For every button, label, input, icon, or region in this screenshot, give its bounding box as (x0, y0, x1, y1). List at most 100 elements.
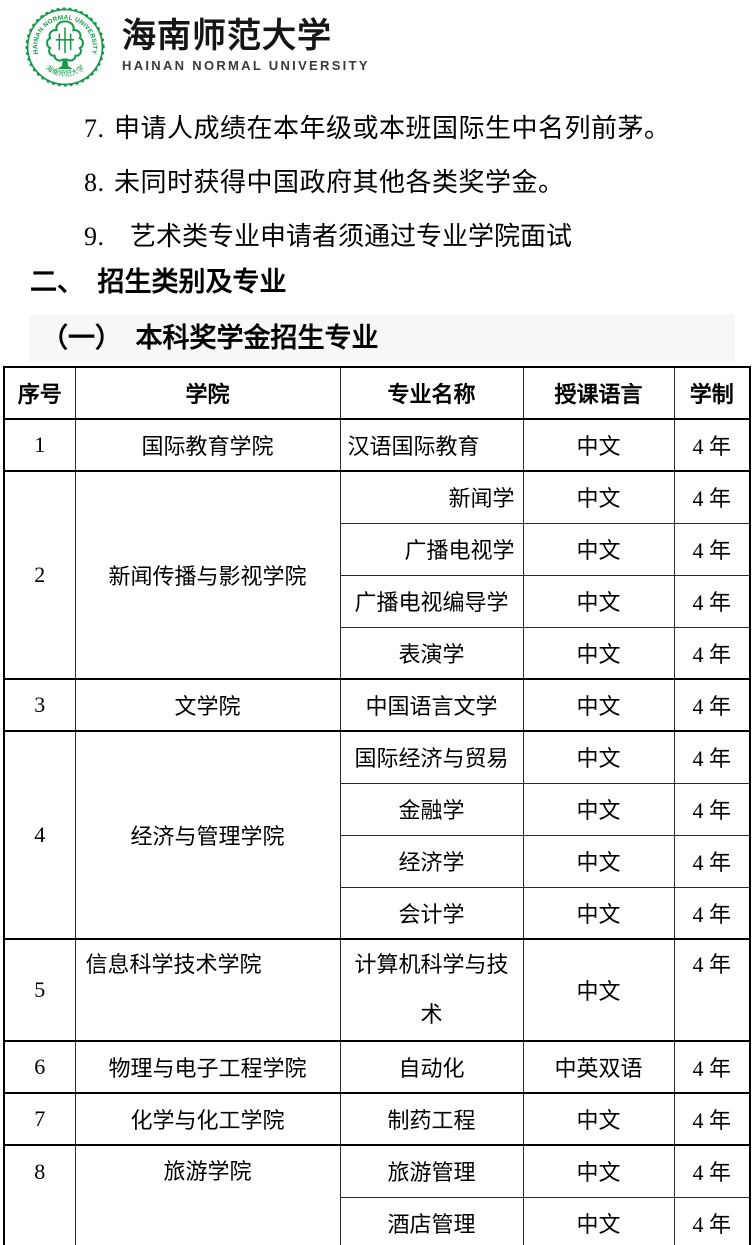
duration-cell: 4 年 (673, 1040, 751, 1094)
language-cell: 中文 (522, 938, 675, 1042)
major-cell: 酒店管理 (339, 1196, 524, 1245)
major-cell: 会计学 (339, 886, 524, 940)
college-cell: 文学院 (74, 678, 341, 732)
language-cell: 中文 (522, 626, 675, 680)
duration-cell: 4 年 (673, 1144, 751, 1198)
row-number-cell: 5 (3, 938, 76, 1042)
list-item-text: 申请人成绩在本年级或本班国际生中名列前茅。 (114, 114, 671, 143)
row-number-cell: 1 (3, 418, 76, 472)
duration-cell: 4 年 (673, 574, 751, 628)
table-row: 表演学 中文 4 年 (4, 626, 751, 680)
col-header-major: 专业名称 (339, 366, 524, 420)
major-cell: 广播电视学 (339, 522, 524, 576)
table-row: 4 经济与管理学院 国际经济与贸易 中文 4 年 (3, 730, 751, 940)
duration-cell: 4 年 (673, 1196, 751, 1245)
language-cell: 中文 (522, 730, 675, 784)
language-cell: 中文 (522, 678, 675, 732)
major-cell: 计算机科学与技术 (339, 938, 524, 1042)
duration-cell: 4 年 (673, 418, 751, 472)
college-cell: 化学与化工学院 (74, 1092, 341, 1146)
row-number-cell: 8 (3, 1144, 76, 1245)
list-item-number: 9. (84, 222, 105, 251)
language-cell: 中英双语 (522, 1040, 675, 1094)
college-cell: 新闻传播与影视学院 (74, 470, 341, 680)
col-header-no: 序号 (3, 366, 76, 420)
language-cell: 中文 (522, 782, 675, 836)
row-number-cell: 4 (3, 730, 76, 940)
language-cell: 中文 (522, 1092, 675, 1146)
major-cell: 中国语言文学 (339, 678, 524, 732)
university-name-zh: 海南师范大学 (122, 16, 332, 56)
subsection-heading: （一） 本科奖学金招生专业 (41, 323, 379, 353)
row-number-cell: 2 (3, 470, 76, 680)
duration-cell: 4 年 (673, 834, 751, 888)
subsection-heading-band: （一） 本科奖学金招生专业 (29, 314, 735, 362)
table-row: 8 旅游学院 旅游管理 中文 4 年 (3, 1144, 751, 1245)
duration-cell: 4 年 (673, 522, 751, 576)
major-cell: 制药工程 (339, 1092, 524, 1146)
duration-cell: 4 年 (673, 886, 751, 940)
row-number-cell: 6 (3, 1040, 76, 1094)
table-row: 酒店管理 中文 4 年 (4, 1196, 751, 1245)
college-cell: 信息科学技术学院 (74, 938, 341, 1042)
programs-table: 序号 学院 专业名称 授课语言 学制 1 国际教育学院 汉语国际教育 中文 4 年 2 新闻… (3, 366, 751, 1245)
language-cell: 中文 (522, 834, 675, 888)
list-item-text: 未同时获得中国政府其他各类奖学金。 (114, 168, 565, 197)
row-number-cell: 7 (3, 1092, 76, 1146)
major-cell: 表演学 (339, 626, 524, 680)
seal-tree-emblem-icon (46, 20, 84, 70)
table-row: 2 新闻传播与影视学院 新闻学 中文 4 年 (3, 470, 751, 680)
college-cell: 国际教育学院 (74, 418, 341, 472)
major-cell: 经济学 (339, 834, 524, 888)
major-cell: 广播电视编导学 (339, 574, 524, 628)
major-cell: 旅游管理 (339, 1144, 524, 1198)
university-name-block: 海南师范大学 HAINAN NORMAL UNIVERSITY (122, 6, 370, 73)
major-cell: 新闻学 (339, 470, 524, 524)
college-cell: 旅游学院 (74, 1144, 341, 1245)
language-cell: 中文 (522, 470, 675, 524)
language-cell: 中文 (522, 886, 675, 940)
college-cell: 经济与管理学院 (74, 730, 341, 940)
language-cell: 中文 (522, 574, 675, 628)
duration-cell: 4 年 (673, 782, 751, 836)
major-cell: 汉语国际教育 (339, 418, 524, 472)
col-header-college: 学院 (74, 366, 341, 420)
table-header-row: 序号 学院 专业名称 授课语言 学制 (3, 366, 751, 420)
list-item: 8. 未同时获得中国政府其他各类奖学金。 (84, 166, 565, 200)
col-header-language: 授课语言 (522, 366, 675, 420)
duration-cell: 4 年 (673, 1092, 751, 1146)
university-name-en: HAINAN NORMAL UNIVERSITY (122, 58, 370, 73)
language-cell: 中文 (522, 1196, 675, 1245)
programs-table-body: 1 国际教育学院 汉语国际教育 中文 4 年 2 新闻传播与影视学院 新闻学 中文 4 年广播电视… (3, 418, 751, 1245)
duration-cell: 4 年 (673, 938, 751, 1042)
language-cell: 中文 (522, 418, 675, 472)
table-row: 5 信息科学技术学院 计算机科学与技术 中文 4 年 (3, 938, 751, 1042)
list-item-number: 8. (84, 168, 105, 197)
university-logo: HAINAN NORMAL UNIVERSITY 海南师范大学 海南师范大学 H… (24, 6, 370, 88)
duration-cell: 4 年 (673, 470, 751, 524)
col-header-duration: 学制 (673, 366, 751, 420)
table-row: 金融学 中文 4 年 (4, 782, 751, 836)
major-cell: 自动化 (339, 1040, 524, 1094)
major-cell: 金融学 (339, 782, 524, 836)
college-cell: 物理与电子工程学院 (74, 1040, 341, 1094)
table-row: 经济学 中文 4 年 (4, 834, 751, 888)
table-row: 6 物理与电子工程学院 自动化 中英双语 4 年 (3, 1040, 751, 1094)
major-cell: 国际经济与贸易 (339, 730, 524, 784)
table-row: 广播电视学 中文 4 年 (4, 522, 751, 576)
list-item: 7. 申请人成绩在本年级或本班国际生中名列前茅。 (84, 112, 671, 146)
duration-cell: 4 年 (673, 678, 751, 732)
language-cell: 中文 (522, 522, 675, 576)
table-row: 3 文学院 中国语言文学 中文 4 年 (3, 678, 751, 732)
duration-cell: 4 年 (673, 626, 751, 680)
table-row: 1 国际教育学院 汉语国际教育 中文 4 年 (3, 418, 751, 472)
list-item: 9. 艺术类专业申请者须通过专业学院面试 (84, 219, 572, 254)
row-number-cell: 3 (3, 678, 76, 732)
university-seal-icon: HAINAN NORMAL UNIVERSITY 海南师范大学 (25, 7, 105, 87)
list-item-text: 艺术类专业申请者须通过专业学院面试 (130, 221, 573, 251)
table-row: 7 化学与化工学院 制药工程 中文 4 年 (3, 1092, 751, 1146)
section-heading: 二、 招生类别及专业 (30, 267, 287, 297)
list-item-number: 7. (84, 114, 105, 143)
table-row: 广播电视编导学 中文 4 年 (4, 574, 751, 628)
